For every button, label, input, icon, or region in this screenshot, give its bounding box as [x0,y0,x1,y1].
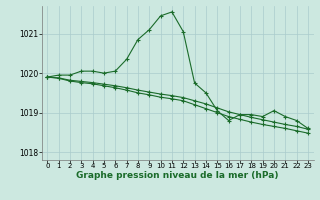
X-axis label: Graphe pression niveau de la mer (hPa): Graphe pression niveau de la mer (hPa) [76,171,279,180]
